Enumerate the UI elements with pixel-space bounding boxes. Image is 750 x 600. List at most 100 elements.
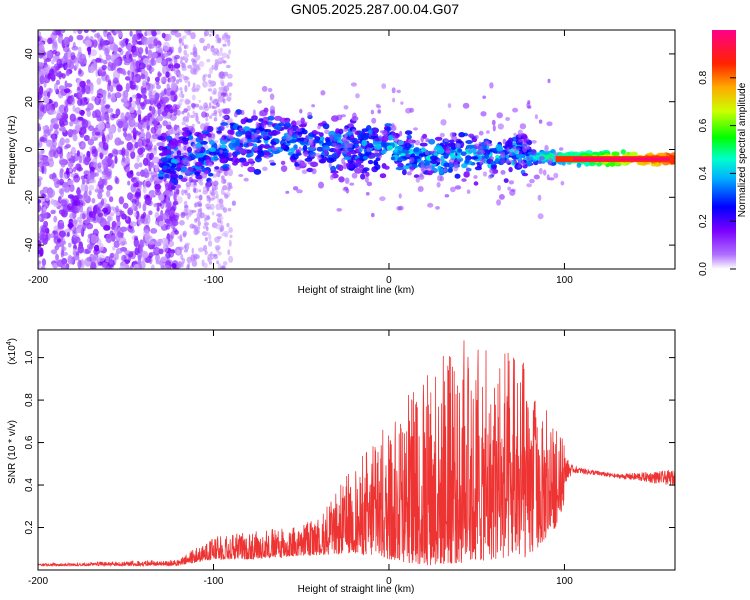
spectrogram-halo-blob (185, 181, 192, 188)
spectrogram-halo-blob (379, 196, 386, 202)
spectrogram-noise-blob (208, 260, 213, 265)
spectrogram-noise-blob (213, 190, 219, 195)
spectrogram-noise-blob (76, 204, 80, 214)
spectrogram-halo-blob (307, 161, 314, 165)
spectrogram-noise-blob (222, 34, 226, 39)
spectrogram-noise-blob (136, 171, 142, 177)
spectrogram-noise-blob (222, 207, 228, 213)
spectrogram-ridge-blob (201, 167, 206, 173)
spectrogram-noise-blob (104, 121, 111, 129)
spectrogram-noise-blob (199, 181, 204, 186)
spectrogram-noise-blob (98, 68, 102, 76)
spectrogram-halo-blob (355, 145, 362, 153)
spectrogram-halo-blob (349, 182, 355, 186)
spectrogram-halo-blob (337, 144, 344, 148)
spectrogram-halo-blob (538, 167, 543, 175)
spectrogram-noise-blob (171, 263, 177, 269)
spectrogram-halo-blob (248, 142, 253, 147)
spectrogram-noise-blob (228, 185, 233, 190)
spectrogram-noise-blob (149, 192, 154, 198)
spectrogram-halo-blob (542, 169, 547, 176)
spectrogram-noise-blob (175, 79, 180, 85)
spectrogram-noise-blob (222, 43, 227, 47)
spectrogram-ridge-blob (169, 170, 177, 175)
spectrogram-ridge-blob (612, 152, 618, 156)
spectrogram-halo-blob (343, 105, 349, 110)
spectrogram-halo-blob (371, 212, 375, 218)
spectrogram-noise-blob (178, 46, 182, 54)
spectrogram-halo-blob (451, 135, 458, 141)
spectrogram-halo-blob (396, 89, 402, 94)
spectrogram-noise-blob (61, 112, 69, 120)
spectrogram-noise-blob (77, 164, 82, 173)
spectrogram-noise-blob (216, 260, 219, 265)
spectrogram-noise-blob (206, 58, 211, 63)
spectrogram-halo-blob (350, 82, 357, 87)
spectrogram-noise-blob (199, 37, 205, 44)
spectrogram-halo-blob (429, 150, 435, 154)
spectrogram-halo-blob (220, 92, 227, 97)
spectrogram-noise-blob (134, 247, 139, 256)
spectrogram-noise-blob (189, 114, 195, 119)
spectrogram-noise-blob (79, 53, 87, 62)
spectrogram-noise-blob (130, 205, 136, 210)
spectrogram-noise-blob (107, 82, 111, 92)
snr-x-tick-label: -100 (203, 576, 223, 587)
spectrogram-noise-blob (101, 64, 107, 70)
colorbar-tick-label: 0.4 (698, 166, 709, 180)
spectrogram-noise-blob (203, 244, 207, 252)
spectrogram-noise-blob (148, 94, 156, 101)
spectrogram-halo-blob (192, 143, 197, 149)
spectrogram-ridge-blob (270, 162, 276, 166)
spectrogram-ridge-blob (373, 159, 378, 166)
spectrogram-noise-blob (103, 114, 109, 121)
spectrogram-noise-blob (64, 80, 68, 89)
spectrogram-noise-blob (153, 145, 157, 151)
spectrogram-noise-blob (129, 193, 136, 202)
spectrogram-noise-blob (129, 113, 136, 120)
spectrogram-noise-blob (38, 62, 45, 67)
snr-y-tick-label: 1.0 (24, 350, 35, 364)
spectrogram-ridge-blob (508, 166, 513, 173)
spectrogram-noise-blob (162, 120, 169, 127)
spectrogram-noise-blob (83, 190, 88, 199)
spectrogram-noise-blob (65, 70, 71, 77)
spectrogram-noise-blob (195, 54, 201, 61)
spectrogram-noise-blob (181, 42, 185, 46)
spectrogram-noise-blob (208, 197, 215, 201)
spectrogram-noise-blob (108, 126, 116, 134)
spectrogram-ridge-blob (390, 156, 396, 161)
spectrogram-noise-blob (77, 259, 82, 269)
spectrogram-noise-blob (76, 187, 81, 196)
spectrogram-ridge-blob (374, 144, 382, 151)
spectrogram-noise-blob (79, 219, 83, 226)
spectrogram-noise-blob (80, 142, 85, 148)
spectrogram-halo-blob (512, 146, 517, 153)
spectrogram-halo-blob (308, 139, 313, 146)
spectrogram-noise-blob (156, 206, 160, 212)
snr-x-tick-label: 0 (386, 576, 392, 587)
spectrogram-noise-blob (140, 213, 145, 220)
spectrogram-noise-blob (215, 223, 221, 230)
spectrogram-noise-blob (116, 84, 123, 92)
spectrogram-halo-blob (271, 146, 278, 151)
spectrogram-noise-blob (191, 86, 196, 93)
spectrogram-noise-blob (58, 209, 63, 215)
spectrogram-halo-blob (439, 132, 445, 138)
spectrogram-halo-blob (537, 160, 543, 165)
spectrogram-noise-blob (48, 157, 54, 162)
spectrogram-ridge-blob (208, 140, 215, 145)
spectrogram-halo-blob (288, 130, 293, 138)
spectrogram-noise-blob (134, 191, 141, 198)
spectrogram-ridge-blob (629, 151, 639, 158)
spectrogram-noise-blob (195, 229, 200, 235)
spectrogram-halo-blob (311, 168, 317, 175)
spectrogram-noise-blob (49, 68, 54, 76)
spectrogram-noise-blob (76, 150, 80, 157)
spectrogram-halo-blob (526, 144, 530, 150)
spectrogram-noise-blob (52, 50, 57, 55)
spectrogram-noise-blob (84, 39, 92, 48)
spectrogram-noise-blob (140, 102, 145, 107)
spectrogram-halo-blob (502, 138, 507, 145)
spectrogram-halo-blob (301, 169, 308, 175)
